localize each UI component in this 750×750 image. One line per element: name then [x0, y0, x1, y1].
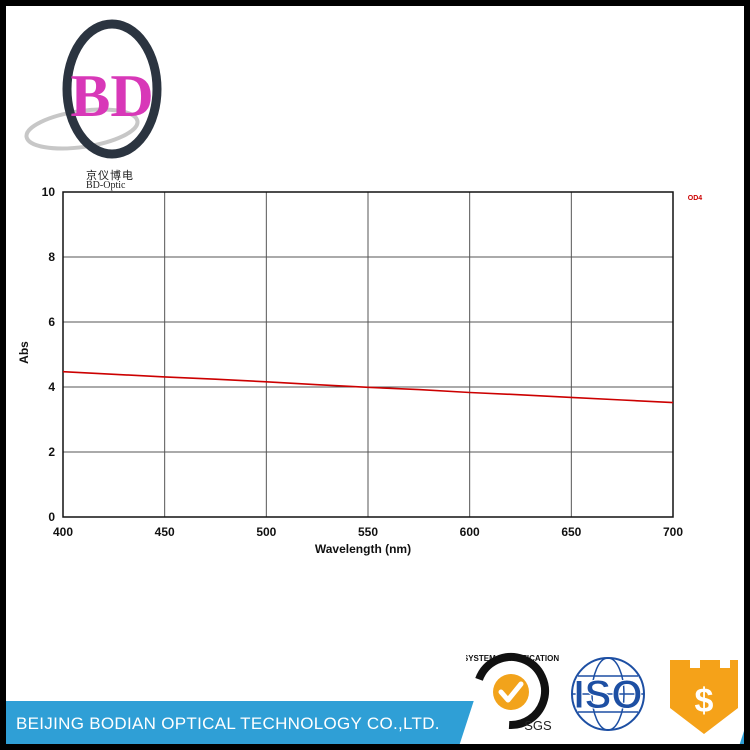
y-tick-label: 0 [48, 510, 55, 524]
company-name: BEIJING BODIAN OPTICAL TECHNOLOGY CO.,LT… [16, 714, 440, 733]
secure-shield-icon: $ [670, 660, 738, 734]
absorbance-chart: 400 450 500 550 600 650 700 0 2 4 6 8 10 Wavelength (… [17, 185, 703, 556]
plot-frame [62, 191, 674, 518]
x-tick-label: 600 [460, 525, 480, 539]
y-axis-label: Abs [17, 341, 31, 364]
y-tick-label: 10 [42, 185, 56, 199]
bd-logo-icon: BD [24, 19, 162, 159]
x-tick-label: 700 [663, 525, 683, 539]
svg-text:BD: BD [70, 63, 153, 129]
svg-text:$: $ [695, 682, 714, 720]
svg-text:ISO: ISO [574, 673, 643, 717]
certification-badges: SYSTEM CERTIFICATION SGS ISO $ [466, 653, 738, 734]
brand-name-en: BD-Optic [86, 180, 126, 191]
brand-name-cn: 京仪博电 [86, 169, 134, 182]
y-tick-label: 8 [48, 250, 55, 264]
x-axis-label: Wavelength (nm) [315, 542, 411, 556]
series-line-od4 [62, 370, 674, 404]
y-tick-label: 2 [48, 445, 55, 459]
page-canvas: BD 京仪博电 BD-Optic 400 450 500 550 600 650 700 0 2… [6, 6, 744, 744]
y-tick-label: 4 [48, 380, 55, 394]
legend-entry: OD4 [688, 195, 703, 202]
x-tick-label: 400 [53, 525, 73, 539]
iso-globe-icon: ISO [571, 657, 645, 731]
x-tick-label: 500 [256, 525, 276, 539]
sgs-badge-icon: SYSTEM CERTIFICATION SGS [466, 653, 559, 733]
x-tick-label: 550 [358, 525, 378, 539]
x-tick-label: 650 [561, 525, 581, 539]
y-tick-label: 6 [48, 315, 55, 329]
svg-text:SYSTEM CERTIFICATION: SYSTEM CERTIFICATION [466, 654, 559, 663]
x-tick-label: 450 [155, 525, 175, 539]
svg-text:SGS: SGS [524, 718, 552, 733]
